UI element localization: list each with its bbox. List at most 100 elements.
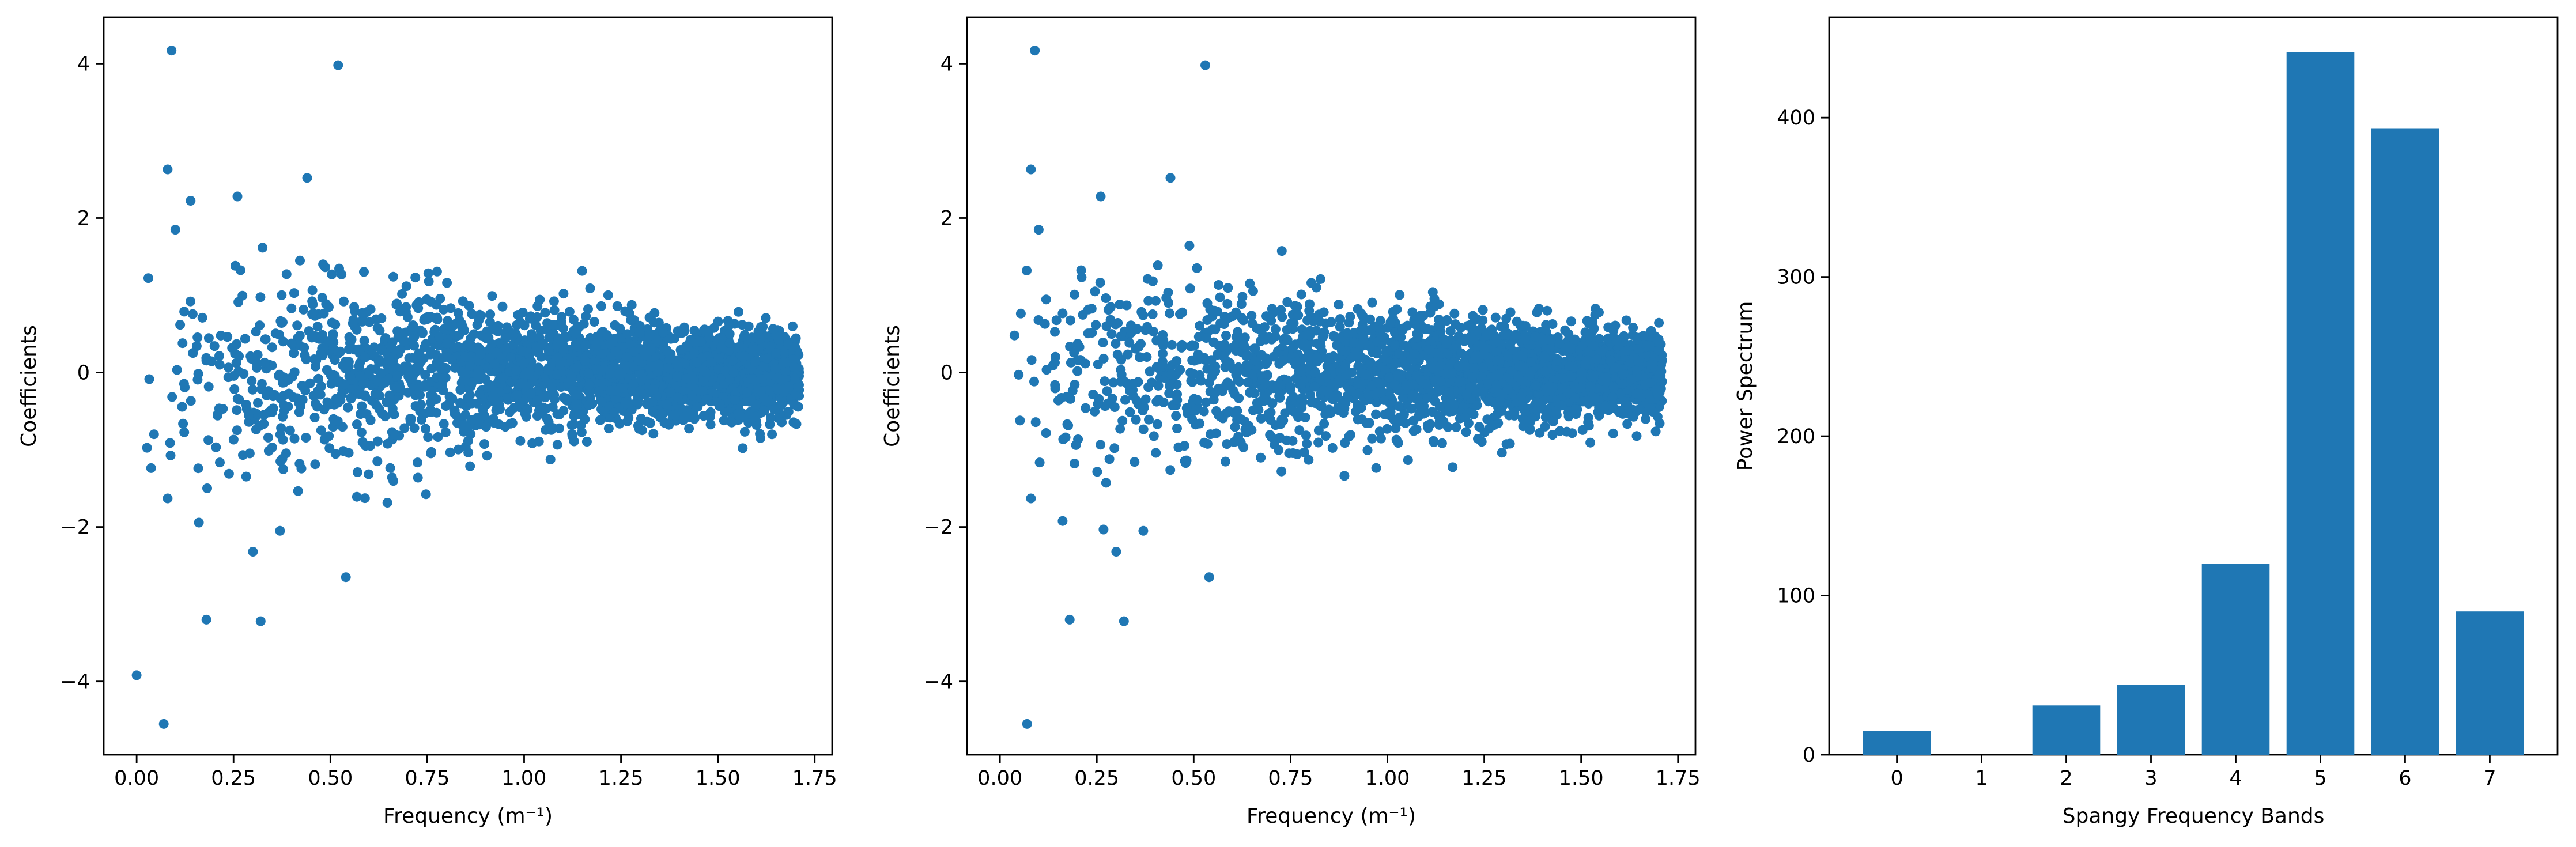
data-point bbox=[341, 572, 351, 583]
data-point bbox=[267, 443, 277, 452]
data-point bbox=[1130, 457, 1140, 467]
data-point bbox=[1456, 348, 1467, 358]
data-point bbox=[612, 301, 622, 311]
data-point bbox=[193, 369, 203, 379]
data-point bbox=[322, 397, 333, 407]
data-point bbox=[442, 278, 452, 288]
data-point bbox=[487, 291, 497, 301]
data-point bbox=[203, 381, 214, 392]
data-point bbox=[1546, 335, 1556, 346]
data-point bbox=[634, 423, 644, 434]
data-point bbox=[558, 289, 569, 299]
data-point bbox=[194, 517, 204, 528]
data-point bbox=[583, 368, 594, 379]
data-point bbox=[186, 296, 195, 307]
data-point bbox=[229, 384, 240, 394]
data-point bbox=[1282, 325, 1292, 335]
data-point bbox=[1275, 433, 1285, 443]
data-point bbox=[1143, 296, 1154, 306]
data-point bbox=[1192, 263, 1202, 273]
data-point bbox=[463, 448, 474, 457]
data-point bbox=[1367, 297, 1377, 308]
data-point bbox=[662, 399, 672, 410]
data-point bbox=[412, 362, 422, 373]
data-point bbox=[1456, 323, 1466, 333]
data-point bbox=[698, 386, 708, 396]
data-point bbox=[295, 255, 305, 266]
data-point bbox=[789, 362, 799, 372]
data-point bbox=[1425, 336, 1436, 346]
data-point bbox=[192, 332, 203, 342]
data-point bbox=[1152, 419, 1162, 429]
data-point bbox=[1557, 393, 1567, 403]
data-point bbox=[1379, 395, 1389, 405]
data-point bbox=[1242, 350, 1252, 361]
data-point bbox=[534, 436, 544, 447]
data-point bbox=[1165, 308, 1175, 319]
data-point bbox=[534, 405, 544, 415]
data-point bbox=[1233, 362, 1244, 372]
data-point bbox=[664, 354, 675, 364]
data-point bbox=[666, 334, 676, 344]
data-point bbox=[566, 372, 577, 382]
data-point bbox=[244, 448, 255, 459]
data-point bbox=[1321, 431, 1331, 441]
data-point bbox=[346, 394, 356, 404]
data-point bbox=[163, 493, 173, 504]
data-point bbox=[1608, 428, 1618, 438]
data-point bbox=[769, 404, 780, 415]
data-point bbox=[549, 296, 559, 307]
data-point bbox=[1050, 380, 1060, 390]
data-point bbox=[746, 374, 756, 384]
data-point bbox=[1267, 304, 1277, 314]
y-tick-label: 2 bbox=[940, 207, 953, 230]
data-point bbox=[316, 381, 326, 391]
data-point bbox=[1505, 339, 1515, 350]
data-point bbox=[723, 316, 733, 326]
data-point bbox=[1245, 278, 1255, 289]
x-tick-label: 0.75 bbox=[405, 767, 450, 790]
data-point bbox=[1304, 455, 1314, 465]
data-point bbox=[572, 342, 581, 352]
data-point bbox=[763, 385, 773, 396]
data-point bbox=[614, 369, 624, 379]
data-point bbox=[1087, 328, 1097, 338]
data-point bbox=[213, 410, 222, 421]
data-point bbox=[609, 407, 619, 418]
data-point bbox=[1131, 395, 1142, 406]
data-point bbox=[206, 356, 217, 366]
data-point bbox=[285, 425, 295, 436]
data-point bbox=[1306, 398, 1317, 408]
data-point bbox=[673, 392, 683, 403]
data-point bbox=[1158, 349, 1168, 359]
data-point bbox=[1326, 317, 1336, 327]
y-tick-label: 0 bbox=[940, 362, 953, 385]
data-point bbox=[1451, 422, 1461, 432]
data-point bbox=[1407, 307, 1418, 317]
data-point bbox=[1542, 305, 1553, 316]
data-point bbox=[228, 434, 239, 445]
data-point bbox=[426, 347, 436, 357]
data-point bbox=[564, 307, 575, 317]
data-point bbox=[1026, 355, 1037, 365]
data-point bbox=[275, 525, 285, 536]
data-point bbox=[664, 419, 674, 430]
data-point bbox=[1236, 299, 1247, 309]
data-point bbox=[757, 374, 767, 384]
data-point bbox=[274, 370, 284, 381]
data-point bbox=[167, 392, 177, 402]
data-point bbox=[1479, 349, 1489, 360]
data-point bbox=[312, 322, 323, 332]
data-point bbox=[1173, 442, 1184, 452]
data-point bbox=[453, 308, 463, 318]
data-point bbox=[1261, 311, 1271, 322]
data-point bbox=[1260, 359, 1271, 369]
data-point bbox=[526, 388, 536, 399]
data-point bbox=[232, 425, 242, 436]
data-point bbox=[495, 404, 505, 414]
scatter-panel-middle: 0.00 0.25 0.50 0.75 1.00 1.25 1.50 1.75 −4−2024… bbox=[881, 16, 1701, 828]
data-point bbox=[395, 383, 405, 393]
data-point bbox=[372, 323, 383, 333]
scatter-points bbox=[131, 46, 804, 729]
data-point bbox=[425, 296, 436, 307]
